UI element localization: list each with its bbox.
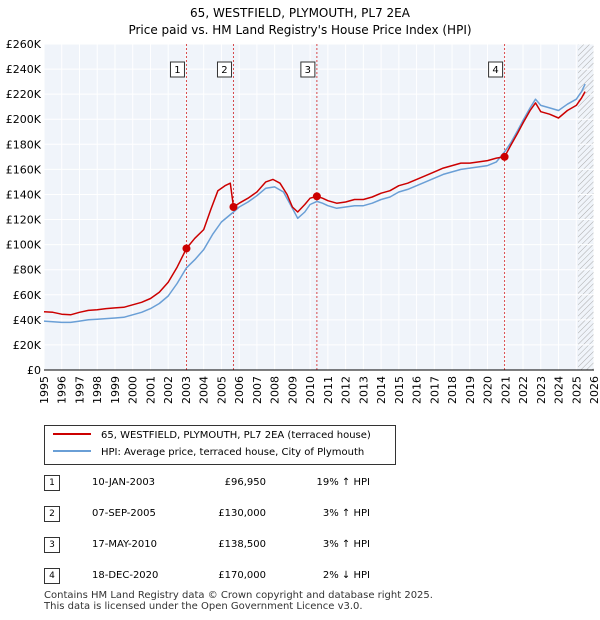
x-tick-label: 2018 [446, 376, 459, 404]
x-tick-label: 2000 [127, 376, 140, 404]
y-tick-label: £260K [6, 38, 42, 51]
table-row: 2 07-SEP-2005 £130,000 3% ↑ HPI [44, 505, 404, 523]
transaction-hpi-diff: 2% ↓ HPI [322, 570, 370, 581]
x-tick-label: 2016 [411, 376, 424, 404]
x-tick-label: 1996 [56, 376, 69, 404]
chart-legend: 65, WESTFIELD, PLYMOUTH, PL7 2EA (terrac… [44, 425, 396, 465]
y-tick-label: £240K [6, 63, 42, 76]
y-tick-label: £40K [13, 314, 42, 327]
transaction-number: 3 [44, 537, 60, 553]
x-tick-label: 1995 [38, 376, 51, 404]
transaction-price: £96,950 [224, 477, 266, 488]
x-tick-label: 2013 [357, 376, 370, 404]
sale-label-text: 2 [221, 65, 227, 76]
x-tick-label: 2020 [482, 376, 495, 404]
sale-label-box [169, 61, 185, 78]
transaction-number: 2 [44, 506, 60, 522]
x-tick-label: 2007 [251, 376, 264, 404]
legend-property-label: 65, WESTFIELD, PLYMOUTH, PL7 2EA (terrac… [101, 430, 371, 441]
sale-label-box [216, 61, 232, 78]
sale-label-box [300, 61, 316, 78]
transaction-date: 07-SEP-2005 [92, 508, 156, 519]
y-tick-label: £160K [6, 163, 42, 176]
hpi-line [43, 83, 586, 324]
hpi-line-swatch [53, 450, 91, 452]
x-tick-label: 1997 [73, 376, 86, 404]
y-tick-label: £80K [13, 264, 42, 277]
sale-label-text: 4 [492, 65, 498, 76]
chart-subtitle: Price paid vs. HM Land Registry's House … [128, 23, 472, 37]
x-tick-label: 1998 [91, 376, 104, 404]
x-tick-label: 2019 [464, 376, 477, 404]
y-tick-label: £100K [6, 239, 42, 252]
y-tick-label: £60K [13, 289, 42, 302]
transaction-date: 10-JAN-2003 [92, 477, 156, 488]
transaction-date: 17-MAY-2010 [92, 539, 158, 550]
sale-point [500, 152, 509, 161]
plot-area [44, 44, 594, 370]
x-tick-label: 2021 [499, 376, 512, 404]
x-tick-label: 2003 [180, 376, 193, 404]
x-tick-label: 2012 [340, 376, 353, 404]
x-tick-label: 2001 [144, 376, 157, 404]
sale-label-text: 3 [305, 65, 311, 76]
x-tick-label: 2005 [215, 376, 228, 404]
transaction-hpi-diff: 19% ↑ HPI [316, 477, 370, 488]
x-tick-label: 2009 [286, 376, 299, 404]
sale-point [182, 244, 191, 253]
y-tick-label: £0 [27, 364, 41, 377]
transaction-price: £130,000 [218, 508, 266, 519]
x-tick-label: 2002 [162, 376, 175, 404]
x-tick-label: 2014 [375, 376, 388, 404]
y-tick-label: £220K [6, 88, 42, 101]
property-line-swatch [53, 433, 91, 435]
chart-title: 65, WESTFIELD, PLYMOUTH, PL7 2EA [190, 6, 410, 20]
price-chart: £0 £20K £40K £60K £80K £100K £120K £140K £160K £1… [6, 38, 600, 404]
transaction-date: 18-DEC-2020 [92, 570, 159, 581]
x-tick-label: 2008 [269, 376, 282, 404]
x-tick-label: 2024 [553, 376, 566, 404]
x-tick-label: 2011 [322, 376, 335, 404]
x-tick-label: 2006 [233, 376, 246, 404]
y-tick-label: £20K [13, 339, 42, 352]
y-tick-label: £200K [6, 113, 42, 126]
transaction-number: 1 [44, 475, 60, 491]
x-tick-label: 2025 [570, 376, 583, 404]
x-tick-label: 2017 [428, 376, 441, 404]
copyright-line: Contains HM Land Registry data © Crown c… [44, 590, 433, 601]
x-tick-label: 2022 [517, 376, 530, 404]
table-row: 3 17-MAY-2010 £138,500 3% ↑ HPI [44, 536, 404, 554]
transaction-number: 4 [44, 568, 60, 584]
y-tick-label: £180K [6, 138, 42, 151]
transaction-hpi-diff: 3% ↑ HPI [322, 508, 370, 519]
x-tick-label: 1999 [109, 376, 122, 404]
table-row: 4 18-DEC-2020 £170,000 2% ↓ HPI [44, 567, 404, 585]
transaction-price: £138,500 [218, 539, 266, 550]
legend-hpi-label: HPI: Average price, terraced house, City… [101, 447, 365, 458]
sale-label-text: 1 [174, 65, 180, 76]
sale-point [229, 203, 238, 211]
transaction-hpi-diff: 3% ↑ HPI [322, 539, 370, 550]
y-tick-label: £140K [6, 188, 42, 201]
x-tick-label: 2004 [198, 376, 211, 404]
transaction-price: £170,000 [218, 570, 266, 581]
sale-point [312, 192, 321, 201]
legend-item-property: 65, WESTFIELD, PLYMOUTH, PL7 2EA (terrac… [53, 428, 371, 444]
x-tick-label: 2023 [535, 376, 548, 404]
x-tick-label: 2015 [393, 376, 406, 404]
legend-item-hpi: HPI: Average price, terraced house, City… [53, 445, 364, 461]
table-row: 1 10-JAN-2003 £96,950 19% ↑ HPI [44, 474, 404, 492]
attribution-footer: Contains HM Land Registry data © Crown c… [44, 590, 433, 612]
licence-line: This data is licensed under the Open Gov… [44, 601, 363, 612]
sale-label-box [488, 61, 504, 78]
y-tick-label: £120K [6, 214, 42, 227]
future-hatch-region [578, 44, 594, 370]
x-tick-label: 2010 [304, 376, 317, 404]
x-tick-label: 2026 [588, 376, 600, 404]
